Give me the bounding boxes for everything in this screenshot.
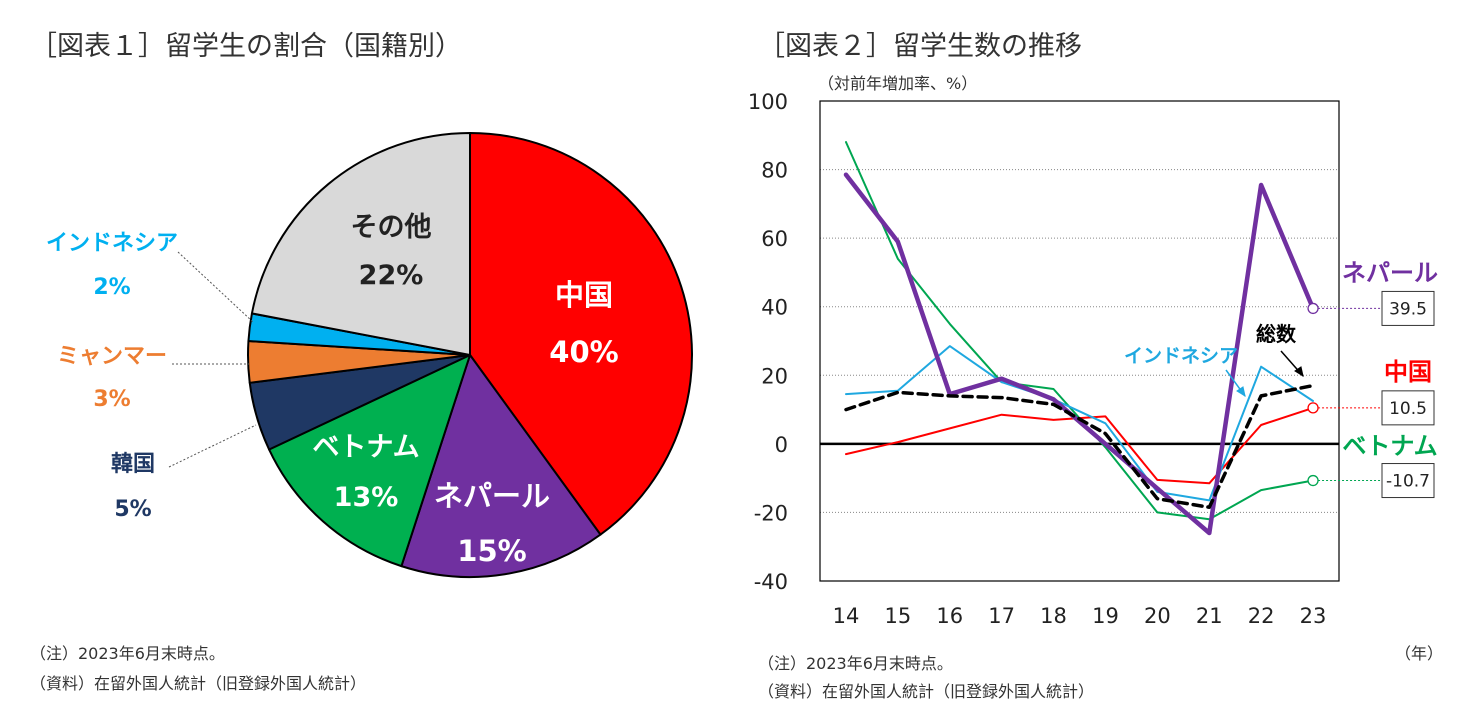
y-tick-label: 100 — [748, 90, 788, 114]
x-tick-label: 23 — [1300, 604, 1327, 628]
pie-slice — [250, 132, 471, 356]
pie-slice — [400, 354, 602, 578]
slice-percent-label: 22% — [359, 260, 424, 291]
x-tick-label: 20 — [1144, 604, 1171, 628]
x-tick-label: 21 — [1196, 604, 1223, 628]
leader-line — [168, 424, 257, 468]
slice-percent-label: 40% — [549, 335, 618, 369]
label-arrowhead — [1294, 366, 1304, 378]
slice-name-label: 韓国 — [111, 451, 155, 477]
plot-area-border — [819, 100, 1340, 582]
series-line — [845, 345, 1314, 502]
series-name-label: 中国 — [1384, 358, 1432, 386]
slice-percent-label: 2% — [93, 275, 130, 300]
slice-name-label: その他 — [351, 212, 432, 243]
line-chart: -40 -20 0 20 40 60 80 100 14 15 16 17 18 19 20 21 22 23 -1… — [748, 90, 1438, 628]
value-callout-text: 39.5 — [1389, 299, 1427, 319]
x-tick-label: 22 — [1248, 604, 1275, 628]
figure-2-note: （注）2023年6月末時点。 — [758, 654, 953, 673]
x-tick-label: 14 — [833, 604, 860, 628]
series-end-marker — [1307, 402, 1319, 414]
value-callout-box — [1381, 290, 1435, 326]
x-tick-label: 17 — [988, 604, 1015, 628]
figure-2-source: （資料）在留外国人統計（旧登録外国人統計） — [758, 682, 1095, 701]
y-tick-label: 0 — [775, 433, 788, 457]
y-tick-label: 20 — [761, 364, 788, 388]
series-name-label: ベトナム — [1342, 432, 1437, 460]
y-tick-label: 40 — [761, 296, 788, 320]
slice-percent-label: 13% — [334, 482, 399, 513]
value-callout-text: 10.5 — [1389, 399, 1427, 419]
series-name-label: ネパール — [1342, 259, 1438, 287]
figure-1-panel: ［図表１］留学生の割合（国籍別） 中国 40% ネパール 15% ベトナム 13% 韓国 5%… — [0, 0, 740, 715]
slice-name-label: ベトナム — [312, 432, 419, 463]
x-tick-label: 15 — [884, 604, 911, 628]
leader-line — [177, 251, 254, 323]
slice-percent-label: 15% — [457, 534, 526, 568]
figure-2-panel: ［図表２］留学生数の推移 （対前年増加率、%） -40 -20 0 20 40 60 80 1… — [740, 0, 1481, 715]
figure-1-note: （注）2023年6月末時点。 — [30, 644, 225, 663]
y-tick-label: 60 — [761, 227, 788, 251]
y-tick-label: 80 — [761, 159, 788, 183]
slice-name-label: ミャンマー — [57, 344, 167, 369]
figure-1-title: ［図表１］留学生の割合（国籍別） — [30, 31, 462, 62]
pie-slice — [268, 354, 471, 568]
x-tick-label: 18 — [1040, 604, 1067, 628]
x-tick-label: 19 — [1092, 604, 1119, 628]
figure-1-source: （資料）在留外国人統計（旧登録外国人統計） — [30, 674, 367, 693]
slice-name-label: ネパール — [434, 479, 550, 513]
figure-2-title: ［図表２］留学生数の推移 — [758, 31, 1082, 62]
series-name-label: インドネシア — [1124, 345, 1238, 367]
value-callout-text: -10.7 — [1386, 472, 1430, 492]
series-end-marker — [1307, 302, 1319, 315]
series-line — [843, 172, 1316, 536]
series-line — [845, 141, 1314, 521]
slice-percent-label: 5% — [114, 497, 151, 522]
x-tick-label: 16 — [936, 604, 963, 628]
y-axis-unit-label: （対前年増加率、%） — [818, 74, 978, 93]
y-tick-label: -40 — [754, 570, 788, 594]
value-callout-box — [1381, 390, 1435, 426]
label-arrowhead — [1236, 386, 1246, 398]
pie-slice — [469, 132, 693, 536]
series-name-label: 総数 — [1256, 322, 1297, 346]
pie-chart: 中国 40% ネパール 15% ベトナム 13% 韓国 5% ミャンマー 3% インドネシア 2% その… — [46, 132, 693, 578]
series-line — [844, 383, 1315, 510]
value-callout-box — [1381, 463, 1435, 499]
slice-percent-label: 3% — [93, 387, 130, 412]
slice-name-label: 中国 — [555, 278, 613, 312]
series-end-marker — [1307, 474, 1319, 487]
slice-name-label: インドネシア — [46, 231, 178, 256]
x-axis-unit-label: （年） — [1395, 644, 1444, 663]
y-tick-label: -20 — [754, 501, 788, 525]
